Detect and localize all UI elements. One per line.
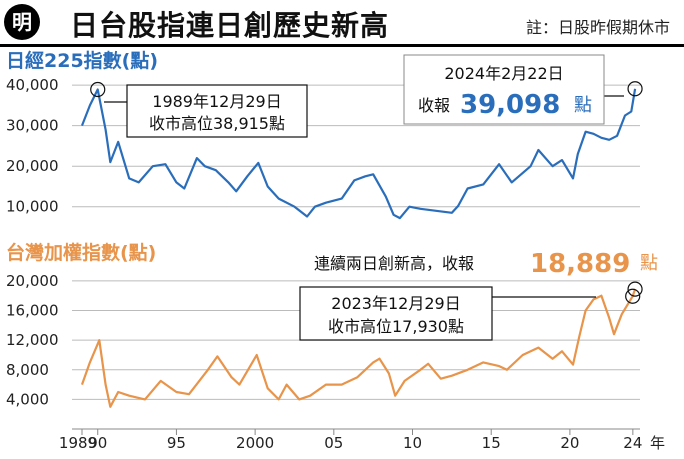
- nikkei-annotation-1989-value: 收市高位38,915點: [149, 114, 285, 133]
- nikkei-annotation-2024-prefix: 收報: [418, 96, 450, 115]
- x-tick-label: 15: [482, 434, 501, 452]
- header-note: 註：日股昨假期休市: [525, 18, 670, 37]
- x-tick-label: 20: [560, 434, 579, 452]
- tw-y-tick-label: 20,000: [6, 272, 59, 290]
- x-tick-label: 2000: [236, 434, 274, 452]
- x-tick-label: 90: [88, 434, 107, 452]
- nk-y-tick-label: 20,000: [6, 157, 59, 175]
- taiex-annotation-record-text: 連續兩日創新高，收報: [314, 254, 474, 273]
- taiex-annotation-record: 連續兩日創新高，收報 18,889 點: [314, 249, 658, 279]
- header: 明 日台股指連日創歷史新高 註：日股昨假期休市: [0, 0, 684, 44]
- nk-y-tick-label: 30,000: [6, 117, 59, 135]
- logo-icon: 明: [4, 4, 40, 40]
- nikkei-y-ticks: 10,000 20,000 30,000 40,000: [6, 76, 59, 216]
- nk-y-tick-label: 40,000: [6, 76, 59, 94]
- x-axis-unit: 年: [650, 434, 665, 452]
- nikkei-series-line: [80, 88, 637, 220]
- taiex-annotation-record-value: 18,889: [530, 249, 630, 279]
- taiex-peak-2024-marker: [627, 281, 643, 297]
- nikkei-annotation-2024: 2024年2月22日 收報 39,098 點: [403, 54, 624, 125]
- nikkei-annotation-2024-value: 39,098: [460, 90, 560, 120]
- x-tick-label: 1989: [59, 434, 97, 452]
- nikkei-annotation-1989: 1989年12月29日 收市高位38,915點: [104, 84, 308, 138]
- taiex-annotation-record-unit: 點: [640, 253, 658, 274]
- taiex-title: 台灣加權指數(點): [6, 241, 156, 264]
- taiex-annotation-2023-date: 2023年12月29日: [331, 294, 460, 313]
- nikkei-annotation-1989-date: 1989年12月29日: [152, 92, 281, 111]
- taiex-y-ticks: 4,000 8,000 12,000 16,000 20,000: [6, 272, 59, 408]
- taiex-annotation-2023-value: 收市高位17,930點: [328, 317, 464, 336]
- tw-y-tick-label: 12,000: [6, 331, 59, 349]
- nikkei-annotation-2024-unit: 點: [574, 95, 592, 116]
- page-title: 日台股指連日創歷史新高: [70, 9, 390, 42]
- x-tick-label: 24: [623, 434, 642, 452]
- taiex-annotation-2023-box: [299, 286, 493, 341]
- tw-y-tick-label: 4,000: [6, 390, 49, 408]
- nk-y-tick-label: 10,000: [6, 198, 59, 216]
- nikkei-peak-2024-marker: [627, 81, 643, 97]
- taiex-series-line: [80, 288, 637, 408]
- title-rule: [0, 44, 684, 47]
- x-tick-label: 05: [324, 434, 343, 452]
- taiex-panel: 台灣加權指數(點) 4,000 8,000 12,000 16,000 20,000 連…: [6, 241, 658, 408]
- tw-y-tick-label: 16,000: [6, 302, 59, 320]
- nikkei-annotation-2024-box: [403, 54, 605, 125]
- nikkei-peak-1989-marker: [90, 81, 106, 98]
- taiex-annotation-2023: 2023年12月29日 收市高位17,930點: [299, 286, 596, 341]
- x-tick-label: 95: [167, 434, 186, 452]
- nikkei-panel: 日經225指數(點) 10,000 20,000 30,000 40,000 1989…: [6, 49, 643, 220]
- nikkei-annotation-1989-box: [126, 84, 308, 138]
- taiex-peak-2023-marker: [625, 288, 641, 304]
- chart-area: 日經225指數(點) 10,000 20,000 30,000 40,000 1989…: [6, 49, 665, 452]
- tw-y-tick-label: 8,000: [6, 361, 49, 379]
- nikkei-annotation-2024-date: 2024年2月22日: [444, 64, 563, 83]
- x-tick-label: 10: [403, 434, 422, 452]
- nikkei-title: 日經225指數(點): [6, 49, 158, 72]
